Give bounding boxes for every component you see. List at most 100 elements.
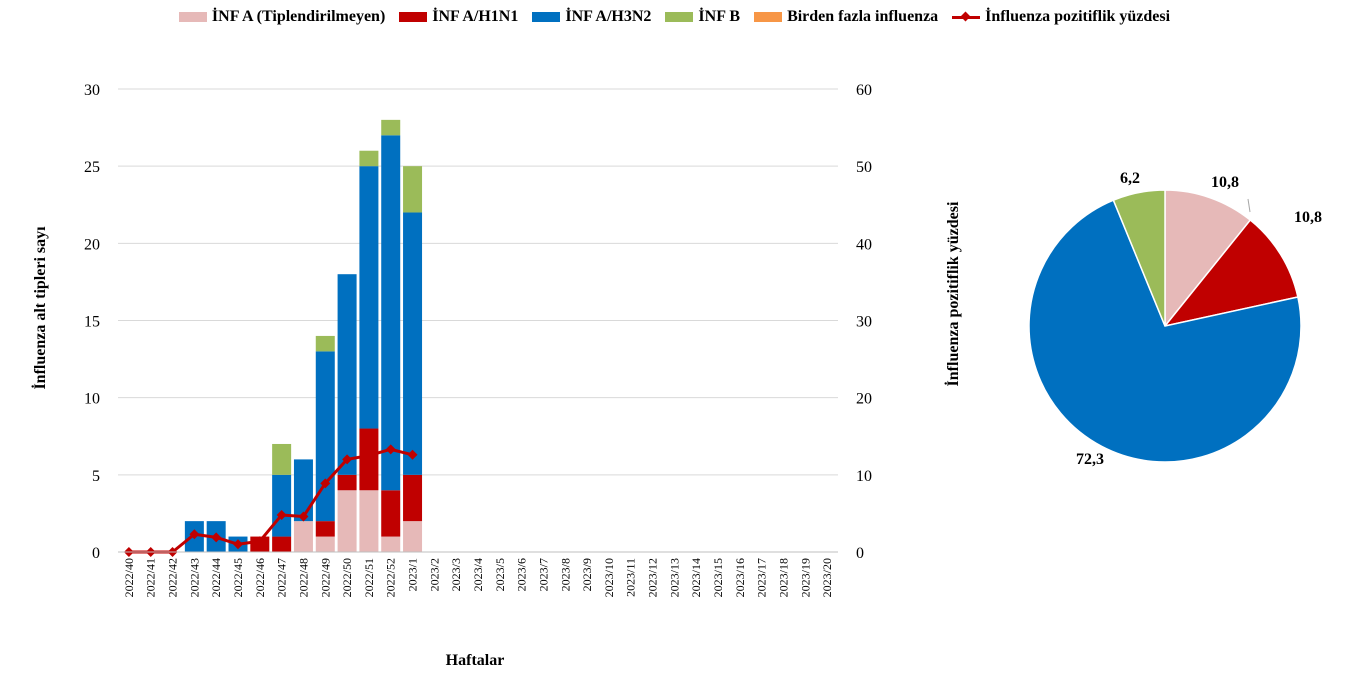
pie-slice xyxy=(1028,199,1302,463)
y2-tick-label: 20 xyxy=(856,391,872,408)
y-tick-label: 5 xyxy=(92,468,100,485)
bar-segment xyxy=(315,335,335,352)
bar-segment xyxy=(381,119,401,136)
x-tick-label: 2023/20 xyxy=(820,558,834,597)
line-point xyxy=(320,478,331,489)
bar-segment xyxy=(272,474,292,537)
line-point xyxy=(342,454,353,465)
y-tick-label: 0 xyxy=(92,545,100,562)
x-tick-label: 2023/6 xyxy=(515,558,529,591)
x-tick-label: 2022/52 xyxy=(384,558,398,597)
x-tick-label: 2023/4 xyxy=(471,558,485,591)
x-tick-label: 2022/49 xyxy=(318,558,332,597)
y2-tick-label: 0 xyxy=(856,545,864,562)
line-point xyxy=(189,529,200,540)
bar-segment xyxy=(293,459,313,522)
x-tick-label: 2022/50 xyxy=(340,558,354,597)
y-tick-label: 20 xyxy=(84,236,100,253)
line-point xyxy=(211,532,222,543)
x-axis-label: Haftalar xyxy=(446,652,505,669)
y-tick-label: 15 xyxy=(84,314,100,331)
line-point xyxy=(363,450,374,461)
legend-item: İNF B xyxy=(665,8,740,26)
bar-segment xyxy=(403,212,423,475)
y-tick-label: 25 xyxy=(84,159,100,176)
bar-segment xyxy=(272,536,292,552)
y-axis-label: İnfluenza alt tipleri sayı xyxy=(30,226,49,390)
pie-slice xyxy=(1163,219,1299,328)
x-tick-label: 2023/2 xyxy=(427,558,441,591)
axes: 0 5 10 15 20 25 30 0 10 20 30 40 50 60 2022/40 2022/41 2… xyxy=(84,82,872,597)
gridlines xyxy=(118,88,838,476)
legend-label: İnfluenza pozitiflik yüzdesi xyxy=(985,8,1171,25)
legend-label: İNF A (Tiplendirilmeyen) xyxy=(211,8,386,25)
legend-swatch xyxy=(178,12,207,22)
legend-swatch xyxy=(399,12,428,22)
y2-tick-label: 50 xyxy=(856,159,872,176)
legend-label: İNF A/H1N1 xyxy=(432,8,519,25)
y2-tick-label: 10 xyxy=(856,468,872,485)
x-tick-label: 2023/3 xyxy=(449,558,463,591)
x-tick-label: 2023/15 xyxy=(711,558,725,597)
pie-slice xyxy=(1164,189,1252,329)
line-point xyxy=(385,444,396,455)
y2-axis-label: İnfluenza pozitiflik yüzdesi xyxy=(943,201,962,386)
pie-value-label: 72,3 xyxy=(1076,451,1104,468)
x-tick-label: 2023/11 xyxy=(624,558,638,597)
legend-item: İNF A/H1N1 xyxy=(399,8,518,26)
legend-swatch xyxy=(532,12,561,22)
legend-label: İNF B xyxy=(698,8,741,25)
legend-item: Birden fazla influenza xyxy=(754,8,938,26)
bars xyxy=(184,119,423,552)
y-tick-label: 10 xyxy=(84,391,100,408)
bar-segment xyxy=(359,490,379,552)
pie-leader-line xyxy=(1247,198,1251,213)
legend-item: İNF A/H3N2 xyxy=(532,8,651,26)
x-tick-label: 2022/47 xyxy=(275,558,289,597)
legend-item: İNF A (Tiplendirilmeyen) xyxy=(178,8,386,26)
legend-item: İnfluenza pozitiflik yüzdesi xyxy=(952,8,1170,26)
y2-tick-label: 40 xyxy=(856,236,872,253)
x-tick-label: 2022/51 xyxy=(362,558,376,597)
x-tick-label: 2023/13 xyxy=(667,558,681,597)
legend-swatch xyxy=(754,12,783,22)
bar-segment xyxy=(359,166,379,429)
legend-label: Birden fazla influenza xyxy=(787,8,939,25)
pie-value-label: 10,8 xyxy=(1211,174,1239,191)
line-point xyxy=(276,509,287,520)
x-tick-label: 2023/7 xyxy=(536,558,550,591)
x-tick-label: 2022/40 xyxy=(122,558,136,597)
pie-slice xyxy=(1112,189,1166,327)
line-point xyxy=(233,539,243,550)
x-tick-label: 2023/12 xyxy=(646,558,660,597)
x-tick-label: 2022/43 xyxy=(187,558,201,597)
x-tick-label: 2023/17 xyxy=(755,558,769,597)
bar-segment xyxy=(337,274,357,475)
x-tick-label: 2023/10 xyxy=(602,558,616,597)
legend-line-marker xyxy=(952,12,981,22)
pie-chart: 10,8 10,8 72,3 6,2 xyxy=(1028,170,1322,468)
bar-segment xyxy=(315,536,335,552)
line-point xyxy=(254,536,265,547)
legend-swatch xyxy=(665,12,694,22)
bar-segment xyxy=(337,474,357,491)
bar-segment xyxy=(272,443,292,475)
bar-segment xyxy=(403,474,423,522)
positivity-line xyxy=(123,444,418,557)
chart-legend: İNF A (Tiplendirilmeyen) İNF A/H1N1 İNF A/… xyxy=(0,4,1349,30)
bar-segment xyxy=(293,521,313,552)
y2-tick-label: 30 xyxy=(856,314,872,331)
x-tick-label: 2022/45 xyxy=(231,558,245,597)
x-tick-label: 2023/16 xyxy=(733,558,747,597)
pie-value-label: 6,2 xyxy=(1120,170,1140,187)
y-tick-label: 30 xyxy=(84,82,100,99)
bar-segment xyxy=(381,536,401,552)
bar-segment xyxy=(403,166,423,213)
bar-segment xyxy=(381,490,401,537)
x-tick-label: 2023/14 xyxy=(689,558,703,597)
x-tick-label: 2022/41 xyxy=(144,558,158,597)
bar-segment xyxy=(403,521,423,552)
x-tick-label: 2022/42 xyxy=(166,558,180,597)
line-point xyxy=(298,511,309,522)
